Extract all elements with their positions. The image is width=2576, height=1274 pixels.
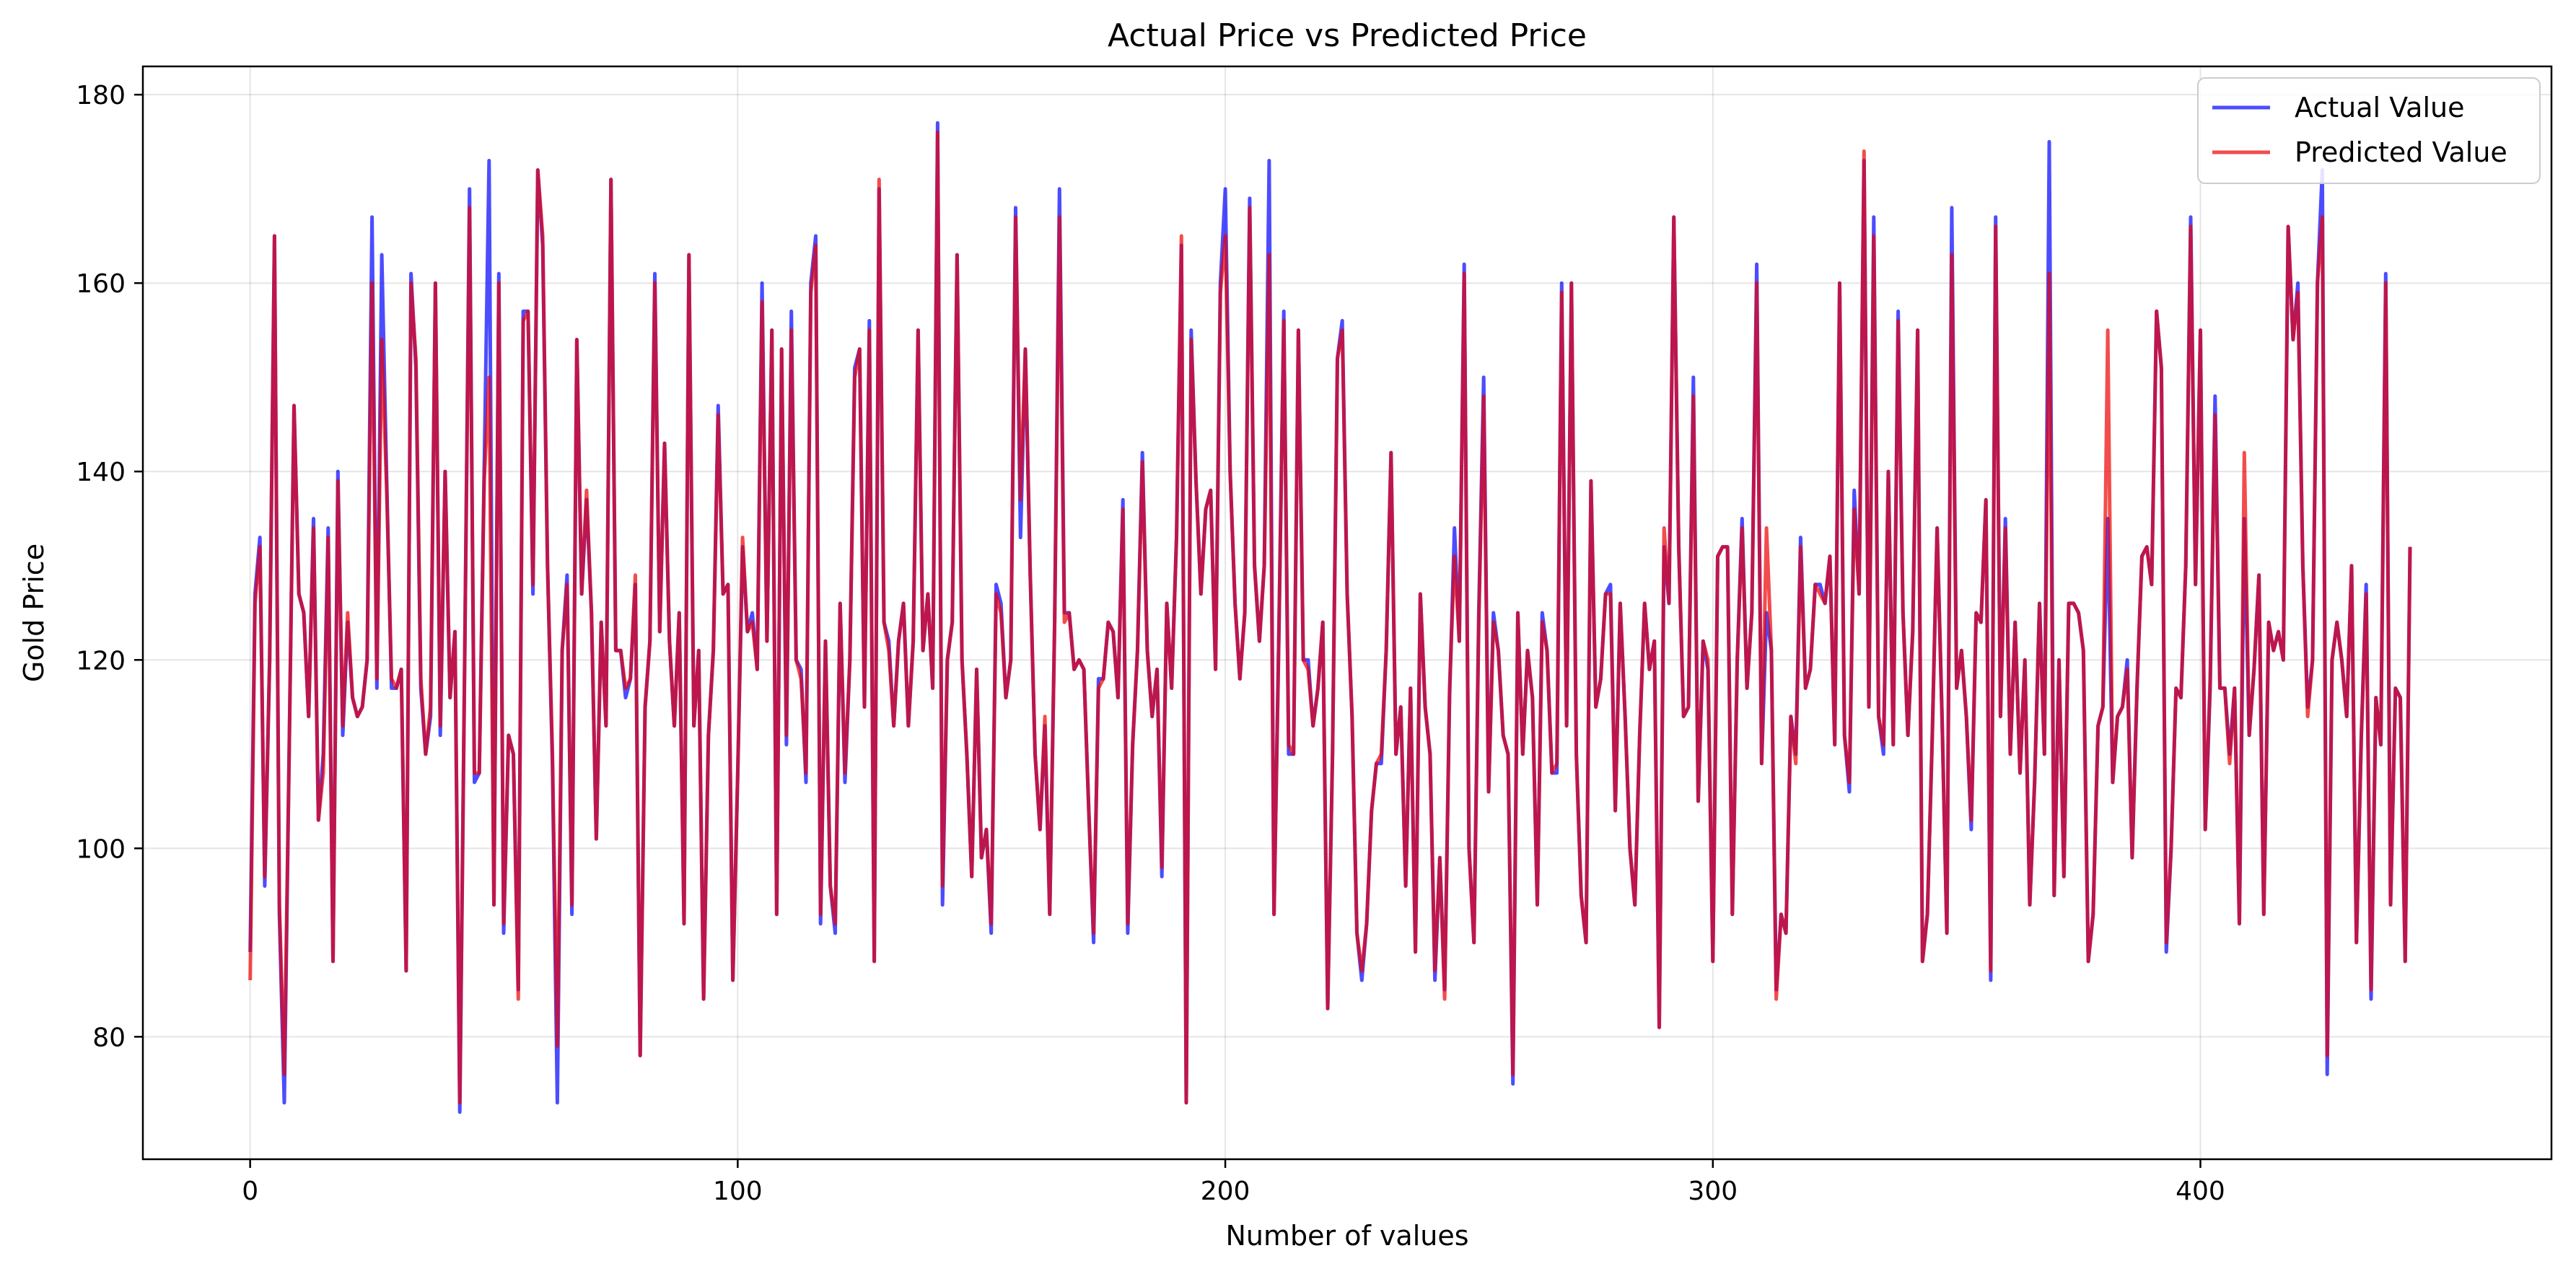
y-axis: 80 100 120 140 160 180 — [76, 81, 143, 1052]
legend-label-predicted-value: Predicted Value — [2295, 136, 2507, 168]
x-axis-label: Number of values — [1225, 1220, 1468, 1252]
series-layer — [248, 121, 2412, 1114]
legend-label-actual-value: Actual Value — [2295, 92, 2464, 123]
y-axis-label: Gold Price — [18, 544, 50, 682]
x-tick-label: 100 — [713, 1177, 763, 1206]
legend: Actual Value Predicted Value — [2197, 77, 2541, 184]
x-tick-label: 0 — [242, 1177, 258, 1206]
y-tick-label: 80 — [92, 1023, 126, 1052]
y-tick-label: 160 — [76, 269, 126, 299]
plot-frame — [141, 65, 2553, 1161]
series-line-predicted-value — [248, 130, 2412, 1105]
x-tick-label: 200 — [1201, 1177, 1250, 1206]
legend-box — [2197, 77, 2541, 184]
y-tick-label: 140 — [76, 458, 126, 487]
x-tick-label: 300 — [1688, 1177, 1738, 1206]
y-tick-label: 180 — [76, 81, 126, 110]
x-axis: 0 100 200 300 400 — [242, 1159, 2225, 1206]
y-tick-label: 100 — [76, 834, 126, 864]
x-tick-label: 400 — [2176, 1177, 2225, 1206]
y-tick-label: 120 — [76, 646, 126, 676]
chart-title: Actual Price vs Predicted Price — [1108, 17, 1587, 54]
